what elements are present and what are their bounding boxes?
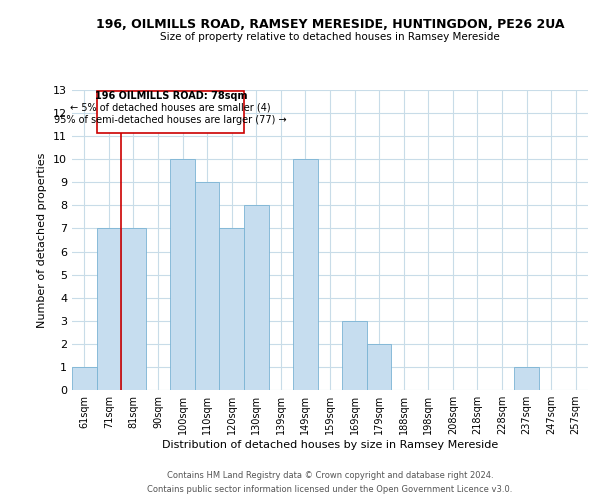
Text: Contains public sector information licensed under the Open Government Licence v3: Contains public sector information licen…	[148, 484, 512, 494]
Text: 95% of semi-detached houses are larger (77) →: 95% of semi-detached houses are larger (…	[55, 116, 287, 126]
Bar	[514, 367, 539, 390]
Bar	[97, 228, 121, 390]
Bar	[342, 321, 367, 390]
Text: 196, OILMILLS ROAD, RAMSEY MERESIDE, HUNTINGDON, PE26 2UA: 196, OILMILLS ROAD, RAMSEY MERESIDE, HUN…	[96, 18, 564, 30]
Text: Contains HM Land Registry data © Crown copyright and database right 2024.: Contains HM Land Registry data © Crown c…	[167, 472, 493, 480]
Bar	[220, 228, 244, 390]
Text: Size of property relative to detached houses in Ramsey Mereside: Size of property relative to detached ho…	[160, 32, 500, 42]
Bar	[72, 367, 97, 390]
Bar	[170, 159, 195, 390]
Text: ← 5% of detached houses are smaller (4): ← 5% of detached houses are smaller (4)	[70, 102, 271, 113]
Bar	[195, 182, 220, 390]
X-axis label: Distribution of detached houses by size in Ramsey Mereside: Distribution of detached houses by size …	[162, 440, 498, 450]
Bar	[121, 228, 146, 390]
FancyBboxPatch shape	[97, 90, 244, 132]
Text: 196 OILMILLS ROAD: 78sqm: 196 OILMILLS ROAD: 78sqm	[95, 91, 247, 101]
Y-axis label: Number of detached properties: Number of detached properties	[37, 152, 47, 328]
Bar	[244, 206, 269, 390]
Bar	[367, 344, 391, 390]
Bar	[293, 159, 318, 390]
